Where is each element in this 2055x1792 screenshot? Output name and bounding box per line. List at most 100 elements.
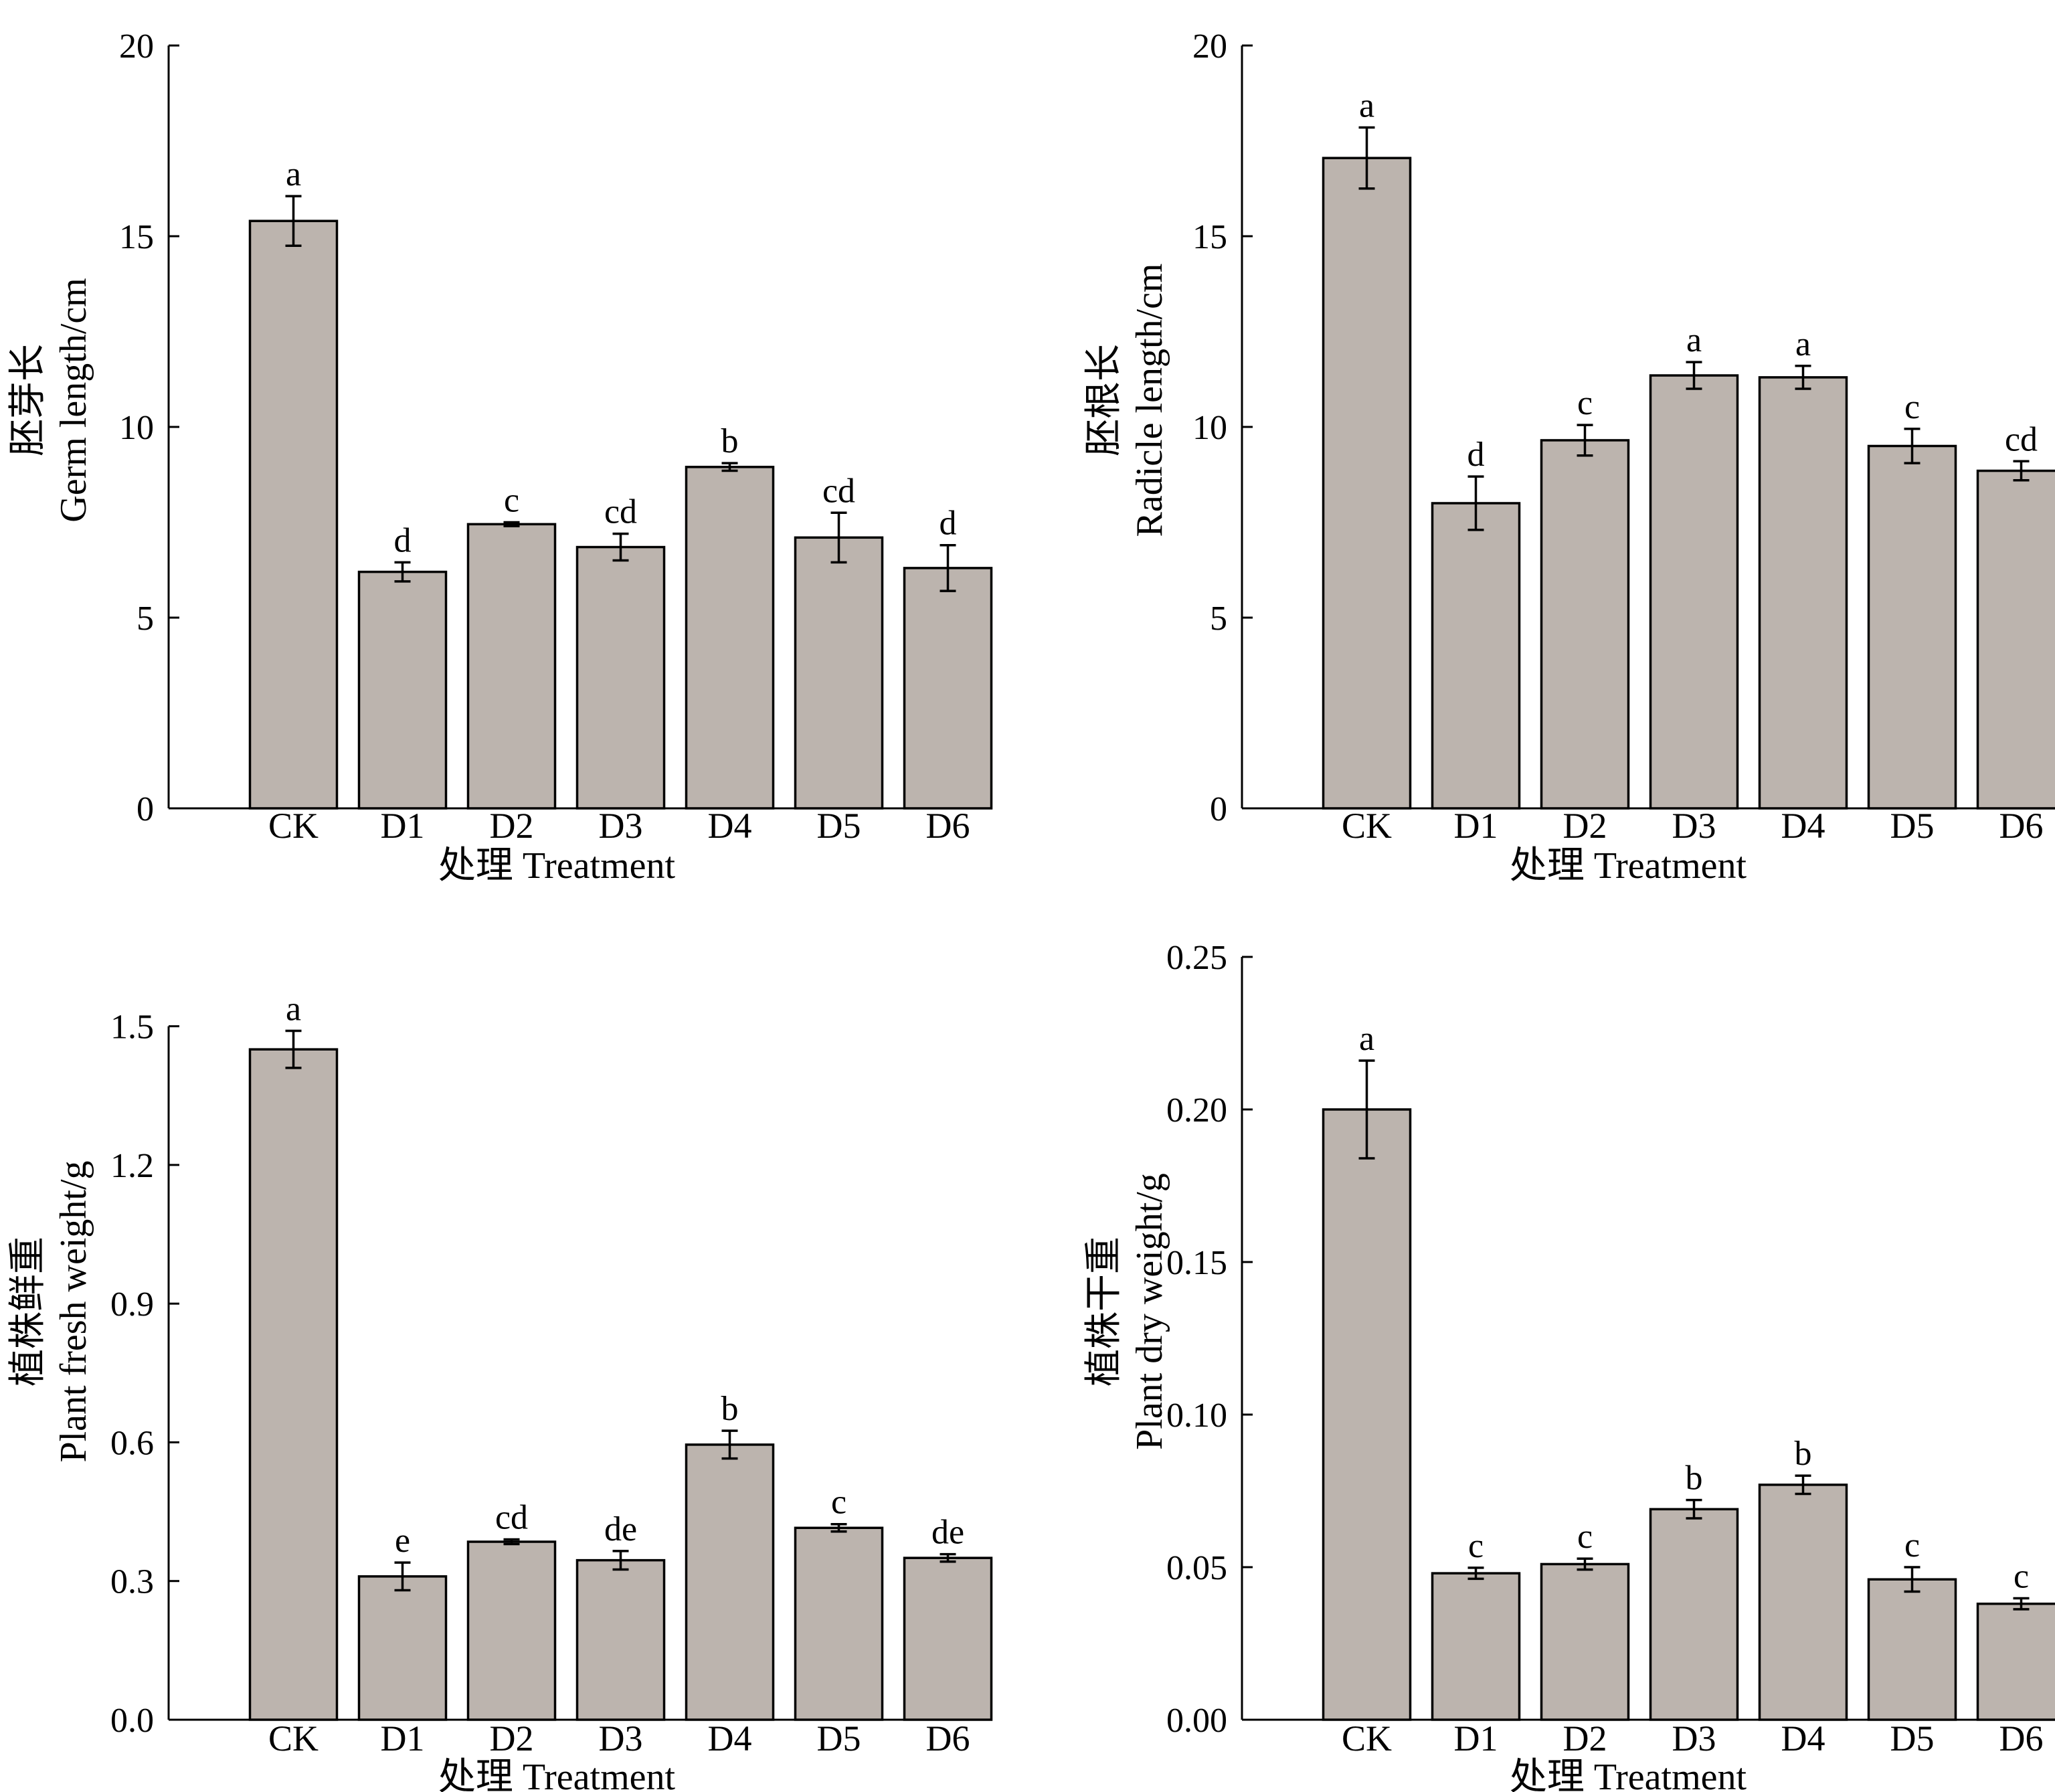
chart-panel-3: 0.0 0.3 0.6 0.9 1.2 1.5 a CK e D1 cd D2 de D3 b D4 c D5 de… — [7, 990, 993, 1792]
y-axis-title-cn: 植株鲜重 — [7, 1237, 49, 1386]
bar-D6 — [1976, 1602, 2055, 1721]
x-tick-label: D1 — [1454, 1718, 1498, 1759]
x-axis-title: 处理 Treatment — [1510, 845, 1747, 887]
x-axis-title: 处理 Treatment — [1510, 1757, 1747, 1792]
y-axis-title-cn: 胚芽长 — [7, 344, 49, 456]
bar-D4 — [685, 1443, 775, 1721]
y-axis-title-cn: 植株干重 — [1083, 1237, 1125, 1386]
significance-label: a — [286, 990, 301, 1028]
significance-label: cd — [822, 472, 855, 510]
chart-panel-1: 0 5 10 15 20 a CK d D1 c D2 cd D3 b D4 cd D5 d D6 处理 Treatm… — [7, 27, 993, 887]
significance-label: a — [1686, 321, 1702, 359]
y-tick-label: 15 — [119, 218, 154, 256]
x-tick-label: D3 — [599, 1718, 643, 1759]
x-tick-label: D5 — [1890, 806, 1935, 846]
x-tick-label: D6 — [926, 1718, 970, 1759]
y-tick-label: 5 — [137, 600, 154, 638]
significance-label: de — [604, 1510, 637, 1548]
bar-D1 — [357, 570, 448, 810]
x-tick-label: D4 — [708, 806, 752, 846]
chart-panel-4: 0.00 0.05 0.10 0.15 0.20 0.25 a CK c D1 c D2 b D3 b D4 c… — [1083, 939, 2055, 1792]
bar-D1 — [1431, 502, 1521, 810]
bar-D4 — [685, 466, 775, 810]
x-tick-label: CK — [1342, 806, 1392, 846]
y-tick-label: 10 — [1192, 409, 1227, 447]
y-tick-label: 0 — [137, 790, 154, 828]
bar-D5 — [1867, 1578, 1957, 1721]
y-tick-label: 0 — [1210, 790, 1227, 828]
bar-CK — [1322, 1108, 1412, 1721]
y-tick-label: 1.5 — [110, 1008, 154, 1047]
bar-D1 — [1431, 1572, 1521, 1721]
significance-label: d — [1467, 436, 1485, 474]
x-tick-label: D6 — [926, 806, 970, 846]
x-tick-label: D3 — [1672, 806, 1716, 846]
x-tick-label: D1 — [381, 1718, 425, 1759]
bar-D3 — [1649, 374, 1739, 810]
bar-D1 — [357, 1575, 448, 1721]
x-tick-label: D3 — [599, 806, 643, 846]
significance-label: c — [1468, 1527, 1484, 1565]
x-tick-label: D2 — [490, 806, 534, 846]
y-tick-label: 20 — [119, 27, 154, 66]
x-tick-label: D2 — [1563, 806, 1607, 846]
y-tick-label: 0.9 — [110, 1285, 154, 1324]
significance-label: cd — [604, 493, 637, 531]
y-axis-title-en: Plant dry weight/g — [1129, 1173, 1170, 1450]
bar-D5 — [794, 536, 884, 810]
x-axis-title: 处理 Treatment — [438, 1757, 676, 1792]
y-tick-label: 0.10 — [1166, 1397, 1227, 1435]
x-tick-label: D6 — [1999, 806, 2044, 846]
x-tick-label: CK — [1342, 1718, 1392, 1759]
bar-D5 — [1867, 444, 1957, 810]
significance-label: a — [1795, 325, 1811, 363]
bar-CK — [248, 1048, 339, 1721]
x-tick-label: D5 — [817, 806, 861, 846]
significance-label: c — [2014, 1558, 2029, 1596]
significance-label: c — [1577, 1518, 1593, 1556]
x-tick-label: CK — [268, 806, 319, 846]
x-tick-label: D2 — [1563, 1718, 1607, 1759]
y-tick-label: 0.00 — [1166, 1702, 1227, 1740]
significance-label: cd — [495, 1499, 528, 1537]
bar-D2 — [466, 523, 557, 810]
significance-label: a — [286, 155, 301, 193]
bar-CK — [1322, 157, 1412, 810]
significance-label: d — [940, 505, 957, 543]
bar-D4 — [1758, 1484, 1848, 1721]
y-tick-label: 5 — [1210, 600, 1227, 638]
x-tick-label: D6 — [1999, 1718, 2044, 1759]
bar-D2 — [1540, 439, 1630, 810]
x-tick-label: D1 — [381, 806, 425, 846]
y-tick-label: 0.0 — [110, 1702, 154, 1740]
y-tick-label: 0.20 — [1166, 1091, 1227, 1130]
x-tick-label: D2 — [490, 1718, 534, 1759]
bar-D4 — [1758, 376, 1848, 810]
y-tick-label: 0.15 — [1166, 1244, 1227, 1282]
y-tick-label: 0.3 — [110, 1563, 154, 1601]
significance-label: a — [1359, 87, 1374, 125]
bar-D6 — [1976, 469, 2055, 810]
significance-label: e — [395, 1522, 410, 1560]
bar-D3 — [1649, 1508, 1739, 1721]
x-tick-label: D4 — [708, 1718, 752, 1759]
y-axis-title-en: Plant fresh weight/g — [53, 1160, 94, 1462]
significance-label: c — [504, 482, 519, 520]
significance-label: b — [721, 422, 739, 460]
significance-label: cd — [2005, 420, 2038, 458]
significance-label: b — [1686, 1459, 1703, 1498]
y-tick-label: 0.6 — [110, 1424, 154, 1462]
x-tick-label: D4 — [1781, 1718, 1825, 1759]
y-tick-label: 20 — [1192, 27, 1227, 66]
x-axis-title: 处理 Treatment — [438, 845, 676, 887]
x-tick-label: D3 — [1672, 1718, 1716, 1759]
significance-label: d — [394, 521, 412, 559]
y-tick-label: 1.2 — [110, 1147, 154, 1185]
significance-label: c — [1904, 388, 1920, 426]
significance-label: a — [1359, 1020, 1374, 1058]
y-tick-label: 10 — [119, 409, 154, 447]
y-tick-label: 15 — [1192, 218, 1227, 256]
significance-label: b — [721, 1390, 739, 1428]
significance-label: de — [931, 1514, 964, 1552]
